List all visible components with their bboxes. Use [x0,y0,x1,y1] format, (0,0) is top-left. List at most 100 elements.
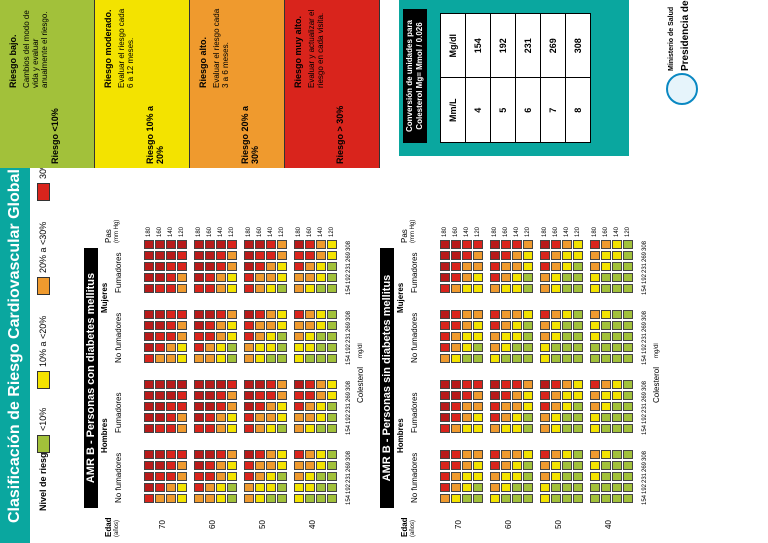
risk-cell [294,310,304,319]
risk-cell [227,251,237,260]
risk-cell [590,321,600,330]
risk-cell [227,413,237,422]
risk-cell [490,354,500,363]
risk-cell [316,251,326,260]
age-label: 50 [258,520,267,529]
risk-cell [562,284,572,293]
risk-cell [216,402,226,411]
risk-cell [305,273,315,282]
risk-cell [473,273,483,282]
risk-cell [277,413,287,422]
risk-cell [177,483,187,492]
risk-cell [590,424,600,433]
risk-cell [294,251,304,260]
risk-cell [277,483,287,492]
pas-tick: 160 [453,226,459,237]
risk-cell [440,391,450,400]
risk-cell [155,240,165,249]
cholesterol-tick: 269 [346,461,352,472]
risk-cell [305,461,315,470]
risk-cell [573,402,583,411]
risk-cell [573,273,583,282]
pas-label: Pas [104,229,113,243]
risk-level-description: Evaluar y actualizar el riesgo en cada v… [307,9,325,88]
conversion-cell: 7 [540,78,566,143]
risk-cell [540,343,550,352]
risk-cell [551,391,561,400]
risk-cell [216,310,226,319]
ministerio-text: Ministerio de Salud [668,6,675,71]
risk-cell [540,424,550,433]
risk-cell [590,461,600,470]
risk-cell [523,424,533,433]
risk-cell [601,240,611,249]
risk-cell [473,450,483,459]
cholesterol-tick: 154 [642,494,648,505]
risk-cell [473,332,483,341]
risk-cell [327,483,337,492]
risk-cell [601,354,611,363]
pas-tick: 180 [542,226,548,237]
risk-cell [551,343,561,352]
risk-cell [512,472,522,481]
risk-cell [551,424,561,433]
risk-cell [294,343,304,352]
risk-cell [177,332,187,341]
risk-cell [523,483,533,492]
risk-cell [255,402,265,411]
risk-cell [623,343,633,352]
risk-cell [473,321,483,330]
cholesterol-tick: 154 [642,424,648,435]
risk-cell [144,472,154,481]
risk-cell [451,332,461,341]
risk-cell [440,284,450,293]
risk-cell [540,494,550,503]
conversion-cell: 4 [465,78,491,143]
presidencia-text: Presidencia de la Nación [680,0,691,71]
risk-cell [601,310,611,319]
risk-cell [205,402,215,411]
risk-cell [562,450,572,459]
risk-cell [501,461,511,470]
risk-cell [540,262,550,271]
risk-cell [612,402,622,411]
risk-cell [490,321,500,330]
risk-cell [590,273,600,282]
risk-cell [177,450,187,459]
risk-cell [562,354,572,363]
risk-cell [194,284,204,293]
risk-level-description: Evaluar el riesgo cada 6 a 12 meses. [117,8,135,88]
risk-cell [194,321,204,330]
risk-cell [623,450,633,459]
risk-cell [216,273,226,282]
cholesterol-tick: 308 [642,310,648,321]
risk-cell [512,284,522,293]
cholesterol-tick: 192 [346,483,352,494]
risk-cell [266,450,276,459]
risk-level-box: Riesgo <10% Riesgo bajo. Cambios del modo … [0,0,95,168]
risk-cell [612,332,622,341]
risk-cell [473,402,483,411]
risk-cell [305,240,315,249]
legend-text: 20% a <30% [38,221,48,273]
risk-cell [144,310,154,319]
risk-cell [155,310,165,319]
risk-cell [266,483,276,492]
risk-cell [573,251,583,260]
risk-cell [227,310,237,319]
risk-cell [612,262,622,271]
risk-cell [590,332,600,341]
risk-cell [205,483,215,492]
risk-cell [551,251,561,260]
risk-cell [266,310,276,319]
conversion-header: Mg/dl [440,13,466,78]
risk-cell [316,472,326,481]
risk-cell [316,343,326,352]
risk-cell [177,273,187,282]
risk-cell [205,262,215,271]
risk-cell [451,251,461,260]
risk-cell [562,240,572,249]
legend-swatch [37,183,50,201]
risk-cell [277,321,287,330]
risk-level-title: Riesgo moderado. [103,9,113,88]
